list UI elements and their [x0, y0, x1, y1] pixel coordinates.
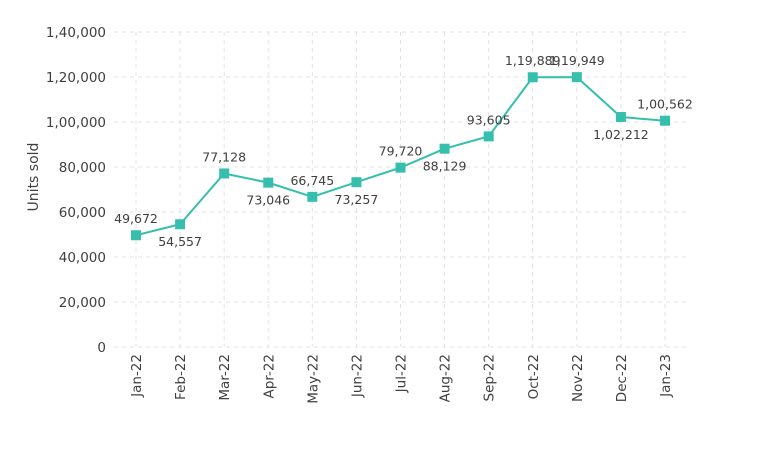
- x-tick-label: Feb-22: [173, 354, 189, 400]
- data-point: [439, 143, 450, 154]
- data-label: 73,046: [246, 193, 290, 208]
- data-label: 66,745: [290, 173, 334, 188]
- series-units-sold: [131, 72, 670, 241]
- x-axis-ticks: Jan-22 Feb-22 Mar-22 Apr-22 May-22 Jun-22 Jul-…: [129, 354, 674, 404]
- data-point: [307, 191, 318, 202]
- y-tick-label: 80,000: [59, 160, 106, 176]
- y-tick-label: 20,000: [59, 295, 106, 311]
- data-label: 77,128: [202, 149, 246, 164]
- data-label: 1,19,949: [549, 53, 605, 68]
- y-tick-label: 40,000: [59, 250, 106, 266]
- data-point: [219, 168, 230, 179]
- y-tick-label: 1,00,000: [46, 115, 106, 131]
- data-label: 79,720: [379, 144, 423, 159]
- grid: [114, 31, 688, 348]
- data-point: [483, 131, 494, 142]
- data-label: 1,00,562: [637, 97, 693, 112]
- y-tick-label: 60,000: [59, 205, 106, 221]
- data-label: 73,257: [335, 192, 379, 207]
- x-tick-label: Aug-22: [438, 354, 454, 402]
- x-tick-label: Jan-22: [129, 354, 145, 398]
- data-point: [660, 115, 670, 126]
- data-label: 88,129: [423, 159, 467, 174]
- data-point: [131, 230, 141, 241]
- data-point: [175, 219, 186, 230]
- data-point: [527, 72, 538, 83]
- data-point: [263, 177, 274, 188]
- x-tick-label: Jul-22: [394, 354, 410, 393]
- x-tick-label: Apr-22: [261, 354, 277, 399]
- y-tick-label: 0: [97, 340, 106, 356]
- data-label: 49,672: [114, 211, 158, 226]
- data-point: [395, 162, 406, 173]
- x-tick-label: Nov-22: [570, 354, 586, 402]
- x-tick-label: Mar-22: [217, 354, 233, 401]
- data-label: 54,557: [158, 234, 202, 249]
- data-label: 1,02,212: [593, 127, 649, 142]
- y-axis-title: Units sold: [26, 143, 42, 212]
- x-tick-label: Sep-22: [482, 354, 498, 402]
- x-tick-label: May-22: [305, 354, 321, 404]
- data-label: 1,19,889: [505, 53, 561, 68]
- data-point: [351, 177, 362, 188]
- y-tick-label: 1,40,000: [46, 25, 106, 41]
- y-tick-label: 1,20,000: [46, 70, 106, 86]
- x-tick-label: Jun-22: [349, 354, 365, 398]
- data-label: 93,605: [467, 112, 511, 127]
- data-point: [571, 72, 582, 83]
- y-axis-ticks: 0 20,000 40,000 60,000 80,000 1,00,000 1,20,00…: [46, 25, 106, 356]
- x-tick-label: Jan-23: [658, 354, 674, 398]
- x-tick-label: Oct-22: [526, 354, 542, 399]
- data-point: [615, 112, 626, 123]
- x-tick-label: Dec-22: [614, 354, 630, 402]
